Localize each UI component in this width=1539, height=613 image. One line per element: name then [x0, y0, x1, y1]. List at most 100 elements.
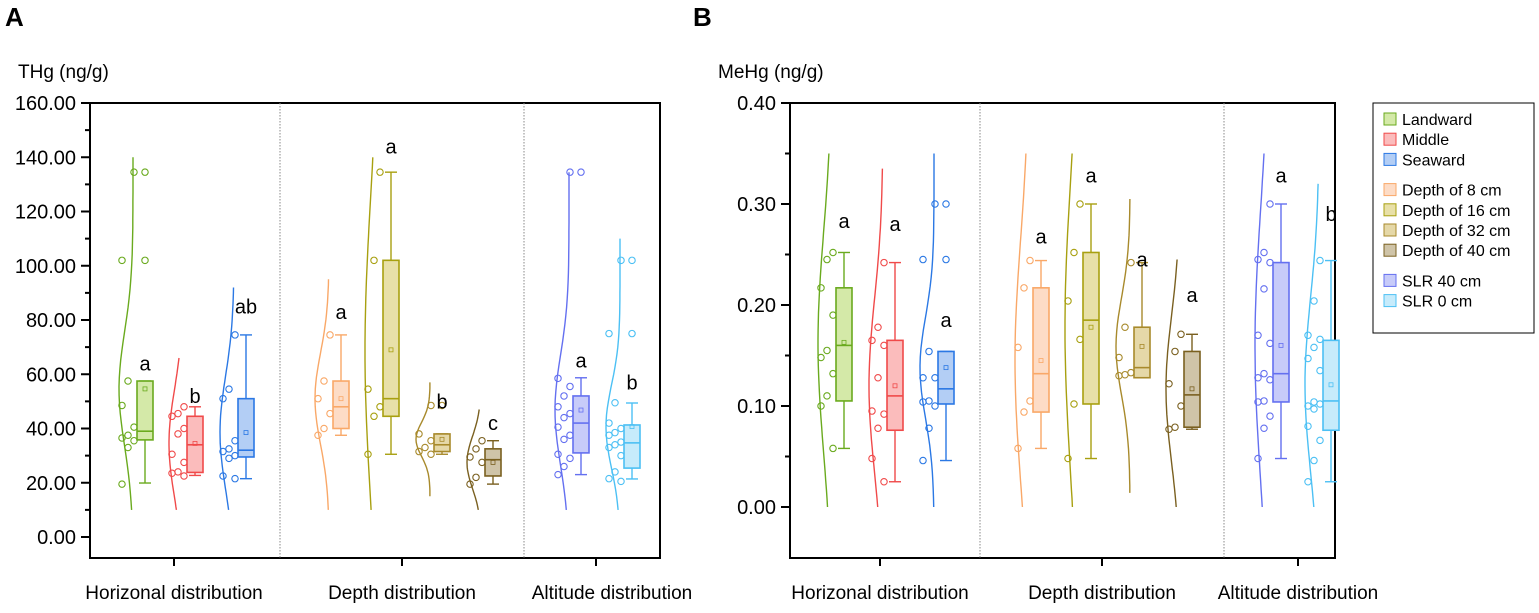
- data-point: [1076, 200, 1084, 208]
- significance-letter: a: [1085, 166, 1097, 188]
- data-point: [880, 477, 888, 486]
- data-point: [1304, 402, 1312, 410]
- data-point: [1316, 256, 1324, 265]
- box-group: a: [554, 168, 590, 510]
- y-tick-label: 20.00: [26, 473, 76, 495]
- x-tick-label: Depth distribution: [328, 583, 476, 604]
- data-point: [370, 412, 378, 421]
- legend-item: Depth of 40 cm: [1383, 243, 1511, 260]
- mean-marker: [1328, 382, 1334, 388]
- data-point: [1304, 331, 1312, 340]
- y-tick-label: 120.00: [15, 202, 76, 224]
- box-group: a: [364, 136, 400, 510]
- data-point: [1014, 444, 1022, 453]
- data-point: [554, 450, 562, 459]
- data-point: [817, 402, 825, 410]
- x-tick-label: Horizonal distribution: [85, 583, 262, 604]
- y-axis-title: MeHg (ng/g): [718, 62, 824, 83]
- significance-letter: a: [385, 136, 397, 158]
- data-point: [478, 436, 486, 445]
- legend-item: Middle: [1383, 132, 1449, 149]
- x-tick-label: Depth distribution: [1028, 583, 1176, 604]
- data-point: [168, 450, 176, 459]
- data-point: [925, 347, 933, 356]
- box: [623, 424, 641, 469]
- significance-letter: a: [1035, 226, 1047, 248]
- legend-label: Seaward: [1402, 152, 1465, 169]
- legend-label: Depth of 16 cm: [1402, 203, 1511, 220]
- legend-label: Landward: [1402, 112, 1472, 129]
- plot-frame: [89, 102, 661, 559]
- data-point: [370, 256, 378, 265]
- data-point: [868, 454, 876, 463]
- panel-a: A THg (ng/g) 0.00 20.00 40.00 60.00 80.00 100.0…: [5, 2, 692, 604]
- data-point: [1070, 400, 1078, 408]
- data-point: [314, 431, 322, 440]
- box-group: a: [868, 168, 904, 508]
- data-point: [554, 423, 562, 431]
- x-tick-label: Altitude distribution: [532, 583, 693, 604]
- mean-marker: [1278, 342, 1284, 348]
- y-tick-label: 0.00: [37, 527, 76, 549]
- data-point: [1304, 422, 1312, 430]
- data-point: [560, 392, 568, 400]
- data-point: [225, 385, 233, 393]
- data-point: [1316, 436, 1324, 445]
- data-point: [219, 394, 227, 403]
- data-point: [560, 462, 568, 471]
- data-point: [1260, 424, 1268, 432]
- data-point: [817, 353, 825, 362]
- data-point: [919, 398, 927, 406]
- data-point: [1064, 297, 1072, 305]
- data-point: [611, 441, 619, 449]
- density-curve: [1304, 183, 1319, 508]
- data-point: [174, 409, 182, 418]
- data-point: [314, 394, 322, 403]
- mean-marker: [892, 383, 898, 389]
- data-point: [1304, 477, 1312, 486]
- y-tick-label: 0.40: [737, 93, 776, 115]
- density-curve: [919, 153, 935, 508]
- data-point: [611, 398, 619, 407]
- legend-item: Depth of 16 cm: [1383, 203, 1511, 220]
- data-point: [427, 401, 435, 410]
- density-curve: [466, 409, 480, 511]
- legend-label: Depth of 8 cm: [1402, 183, 1502, 200]
- data-point: [566, 168, 574, 176]
- data-point: [1165, 380, 1173, 388]
- significance-letter: b: [626, 372, 637, 394]
- data-point: [628, 256, 636, 265]
- data-point: [1014, 343, 1022, 352]
- box-group: a: [1254, 153, 1290, 508]
- data-point: [1254, 398, 1262, 406]
- data-point: [925, 424, 933, 432]
- data-point: [376, 168, 384, 176]
- mean-marker: [841, 339, 847, 345]
- data-point: [1127, 258, 1135, 267]
- data-point: [1121, 370, 1129, 379]
- data-point: [1310, 297, 1318, 305]
- legend-item: Depth of 8 cm: [1383, 183, 1502, 200]
- data-point: [560, 435, 568, 444]
- data-point: [1260, 248, 1268, 257]
- data-point: [124, 443, 132, 452]
- data-point: [1121, 323, 1129, 331]
- data-point: [364, 385, 372, 393]
- density-curve: [817, 153, 830, 508]
- data-point: [472, 445, 480, 453]
- significance-letter: a: [1186, 285, 1198, 307]
- data-point: [124, 431, 132, 440]
- data-point: [868, 407, 876, 415]
- data-point: [942, 200, 950, 208]
- panel-b: B MeHg (ng/g) 0.00 0.10 0.20 0.30 0.40 Horizona…: [693, 2, 1378, 604]
- data-point: [566, 454, 574, 463]
- data-point: [219, 447, 227, 456]
- legend-label: Depth of 32 cm: [1402, 223, 1511, 240]
- data-point: [617, 477, 625, 486]
- data-point: [919, 456, 927, 465]
- data-point: [611, 468, 619, 476]
- box-group: a: [817, 153, 853, 508]
- box: [1082, 251, 1100, 405]
- data-point: [320, 424, 328, 433]
